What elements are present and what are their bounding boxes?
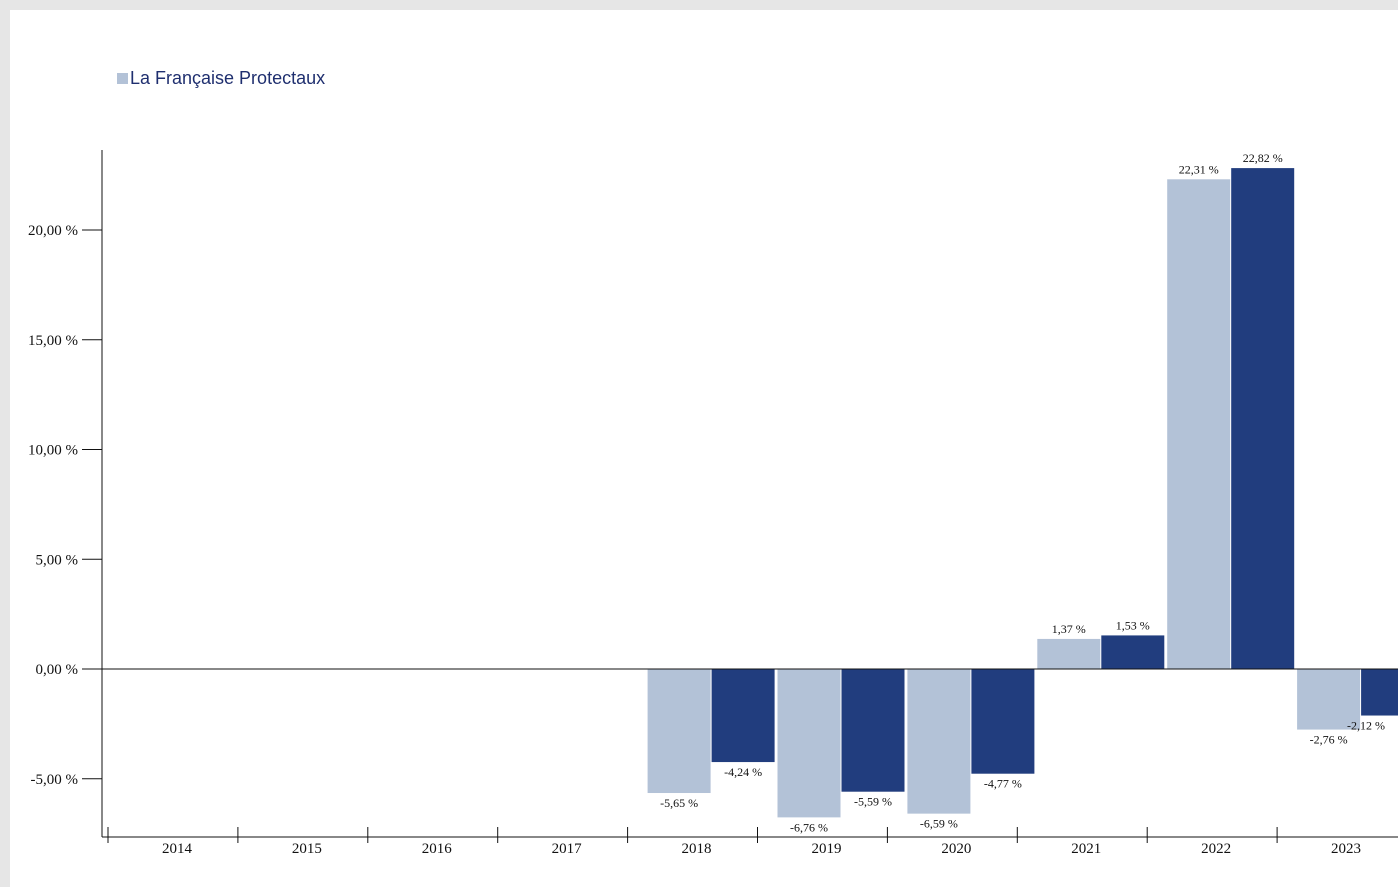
y-tick-label: 10,00 % [28,443,78,459]
x-tick-label-2016: 2016 [422,841,453,857]
data-label-benchmark-2021: 1,53 % [1116,618,1150,632]
x-tick-label-2022: 2022 [1201,841,1231,857]
bar-benchmark-2021 [1101,635,1165,669]
data-label-benchmark-2020: -4,77 % [984,777,1022,791]
chart-legend: La Française Protectaux [117,68,325,88]
bar-benchmark-2022 [1231,168,1295,669]
data-label-fund-2022: 22,31 % [1179,162,1219,176]
bar-benchmark-2019 [841,669,905,792]
y-tick-label: 15,00 % [28,333,78,349]
bar-benchmark-2020 [971,669,1035,774]
x-tick-label-2019: 2019 [811,841,841,857]
bar-fund-2020 [907,669,971,814]
x-tick-label-2018: 2018 [682,841,712,857]
data-label-fund-2023: -2,76 % [1310,733,1348,747]
x-tick-label-2014: 2014 [162,841,193,857]
data-label-fund-2019: -6,76 % [790,820,828,834]
bar-fund-2019 [777,669,841,818]
bar-fund-2018 [647,669,711,794]
bar-fund-2021 [1037,638,1101,669]
x-tick-label-2017: 2017 [552,841,583,857]
y-tick-label: 0,00 % [36,662,79,678]
x-tick-label-2020: 2020 [941,841,971,857]
x-tick-label-2021: 2021 [1071,841,1101,857]
data-label-benchmark-2019: -5,59 % [854,795,892,809]
legend-swatch [117,72,128,84]
data-label-fund-2018: -5,65 % [660,796,698,810]
data-label-benchmark-2023: -2,12 % [1347,719,1385,733]
x-tick-label-2015: 2015 [292,841,322,857]
y-tick-label: -5,00 % [31,772,79,788]
x-tick-label-2023: 2023 [1331,841,1361,857]
bar-benchmark-2018 [711,669,775,763]
y-tick-label: 5,00 % [36,552,79,568]
data-label-fund-2020: -6,59 % [920,817,958,831]
bar-benchmark-2023 [1361,669,1398,716]
data-label-benchmark-2018: -4,24 % [724,765,762,779]
y-tick-label: 20,00 % [28,223,78,239]
bar-fund-2022 [1167,179,1231,669]
bar-fund-2023 [1297,669,1361,730]
legend-label: La Française Protectaux [130,67,326,88]
data-label-benchmark-2022: 22,82 % [1243,151,1283,165]
data-label-fund-2021: 1,37 % [1052,622,1086,636]
